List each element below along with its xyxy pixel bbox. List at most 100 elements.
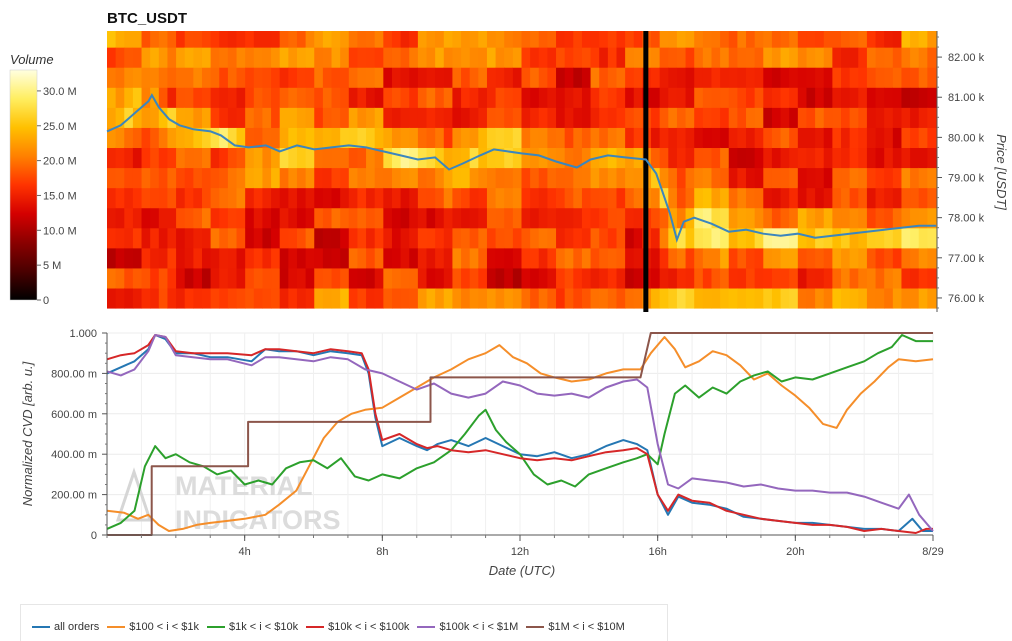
heatmap-cell [737,87,747,108]
heatmap-cell [219,87,229,108]
heatmap-cell [625,47,635,68]
heatmap-cell [547,87,557,108]
heatmap-cell [184,147,194,169]
heatmap-cell [616,167,626,189]
heatmap-cell [400,187,410,209]
heatmap-cell [167,267,177,289]
heatmap-cell [124,227,134,249]
heatmap-cell [806,267,816,289]
heatmap-cell [107,247,117,269]
legend-item[interactable]: all orders [32,621,99,633]
heatmap-cell [573,67,583,88]
heatmap-cell [564,87,574,108]
heatmap-cell [694,127,704,149]
heatmap-cell [676,47,687,68]
heatmap-cell [201,107,212,128]
legend-label: $100 < i < $1k [129,621,199,633]
heatmap-cell [806,31,816,48]
heatmap-cell [590,247,600,269]
heatmap-cell [530,227,540,249]
heatmap-cell [210,47,220,68]
heatmap-cell [754,107,764,128]
heatmap-cell [841,67,851,88]
heatmap-cell [832,247,842,269]
heatmap-cell [391,187,402,209]
heatmap-cell [219,187,229,209]
heatmap-cell [599,287,609,309]
heatmap-cell [219,67,229,88]
heatmap-cell [504,287,514,309]
heatmap-cell [780,247,790,269]
heatmap-cell [141,87,151,108]
heatmap-cell [348,87,359,108]
legend-item[interactable]: $1k < i < $10k [206,621,298,633]
heatmap-cell [495,31,505,48]
heatmap-cell [910,247,920,269]
heatmap-cell [737,31,747,48]
heatmap-cell [150,107,160,128]
legend-item[interactable]: $10k < i < $100k [306,621,409,633]
heatmap-cell [875,207,885,229]
heatmap-cell [512,227,523,249]
heatmap-cell [486,267,497,289]
heatmap-cell [754,187,764,209]
heatmap-cell [685,31,695,48]
heatmap-cell [262,287,272,309]
heatmap-cell [564,47,574,68]
heatmap-cell [201,31,212,48]
heatmap-cell [927,167,937,189]
heatmap-cell [115,31,125,48]
heatmap-cell [305,207,315,229]
heatmap-cell [806,247,816,269]
heatmap-cell [702,207,713,229]
heatmap-cell [633,227,643,249]
heatmap-cell [504,47,514,68]
heatmap-cell [469,287,479,309]
heatmap-cell [296,87,307,108]
heatmap-cell [236,31,246,48]
heatmap-cell [702,87,713,108]
heatmap-cell [599,107,609,128]
heatmap-cell [184,247,194,269]
heatmap-cell [417,47,428,68]
colorbar-tick-label: 5 M [43,260,61,272]
heatmap-cell [366,187,376,209]
heatmap-cell [391,267,402,289]
heatmap-cell [901,267,911,289]
heatmap-cell [866,247,877,269]
heatmap-cell [771,47,782,68]
heatmap-cell [486,107,497,128]
heatmap-cell [564,207,574,229]
heatmap-cell [841,267,851,289]
heatmap-cell [892,147,903,169]
heatmap-cell [538,167,549,189]
heatmap-cell [357,167,367,189]
heatmap-cell [227,87,238,108]
legend-item[interactable]: $1M < i < $10M [526,621,625,633]
heatmap-cell [400,167,410,189]
heatmap-cell [262,267,272,289]
heatmap-cell [426,187,436,209]
price-axis-label: Price [USDT] [994,134,1009,210]
heatmap-cell [927,267,937,289]
heatmap-cell [676,167,687,189]
heatmap-cell [409,107,419,128]
heatmap-cell [538,227,549,249]
chart-title: BTC_USDT [107,10,187,27]
heatmap-cell [616,47,626,68]
heatmap-cell [305,267,315,289]
heatmap-cell [176,107,186,128]
heatmap-cell [322,47,333,68]
heatmap-cell [849,207,859,229]
heatmap-cell [512,187,523,209]
heatmap-cell [556,107,566,128]
heatmap-cell [227,247,238,269]
heatmap-cell [676,87,687,108]
legend-item[interactable]: $100k < i < $1M [417,621,518,633]
heatmap-cell [521,87,531,108]
heatmap-cell [357,247,367,269]
heatmap-cell [227,127,238,149]
legend-item[interactable]: $100 < i < $1k [107,621,199,633]
heatmap-cell [262,167,272,189]
heatmap-cell [599,67,609,88]
